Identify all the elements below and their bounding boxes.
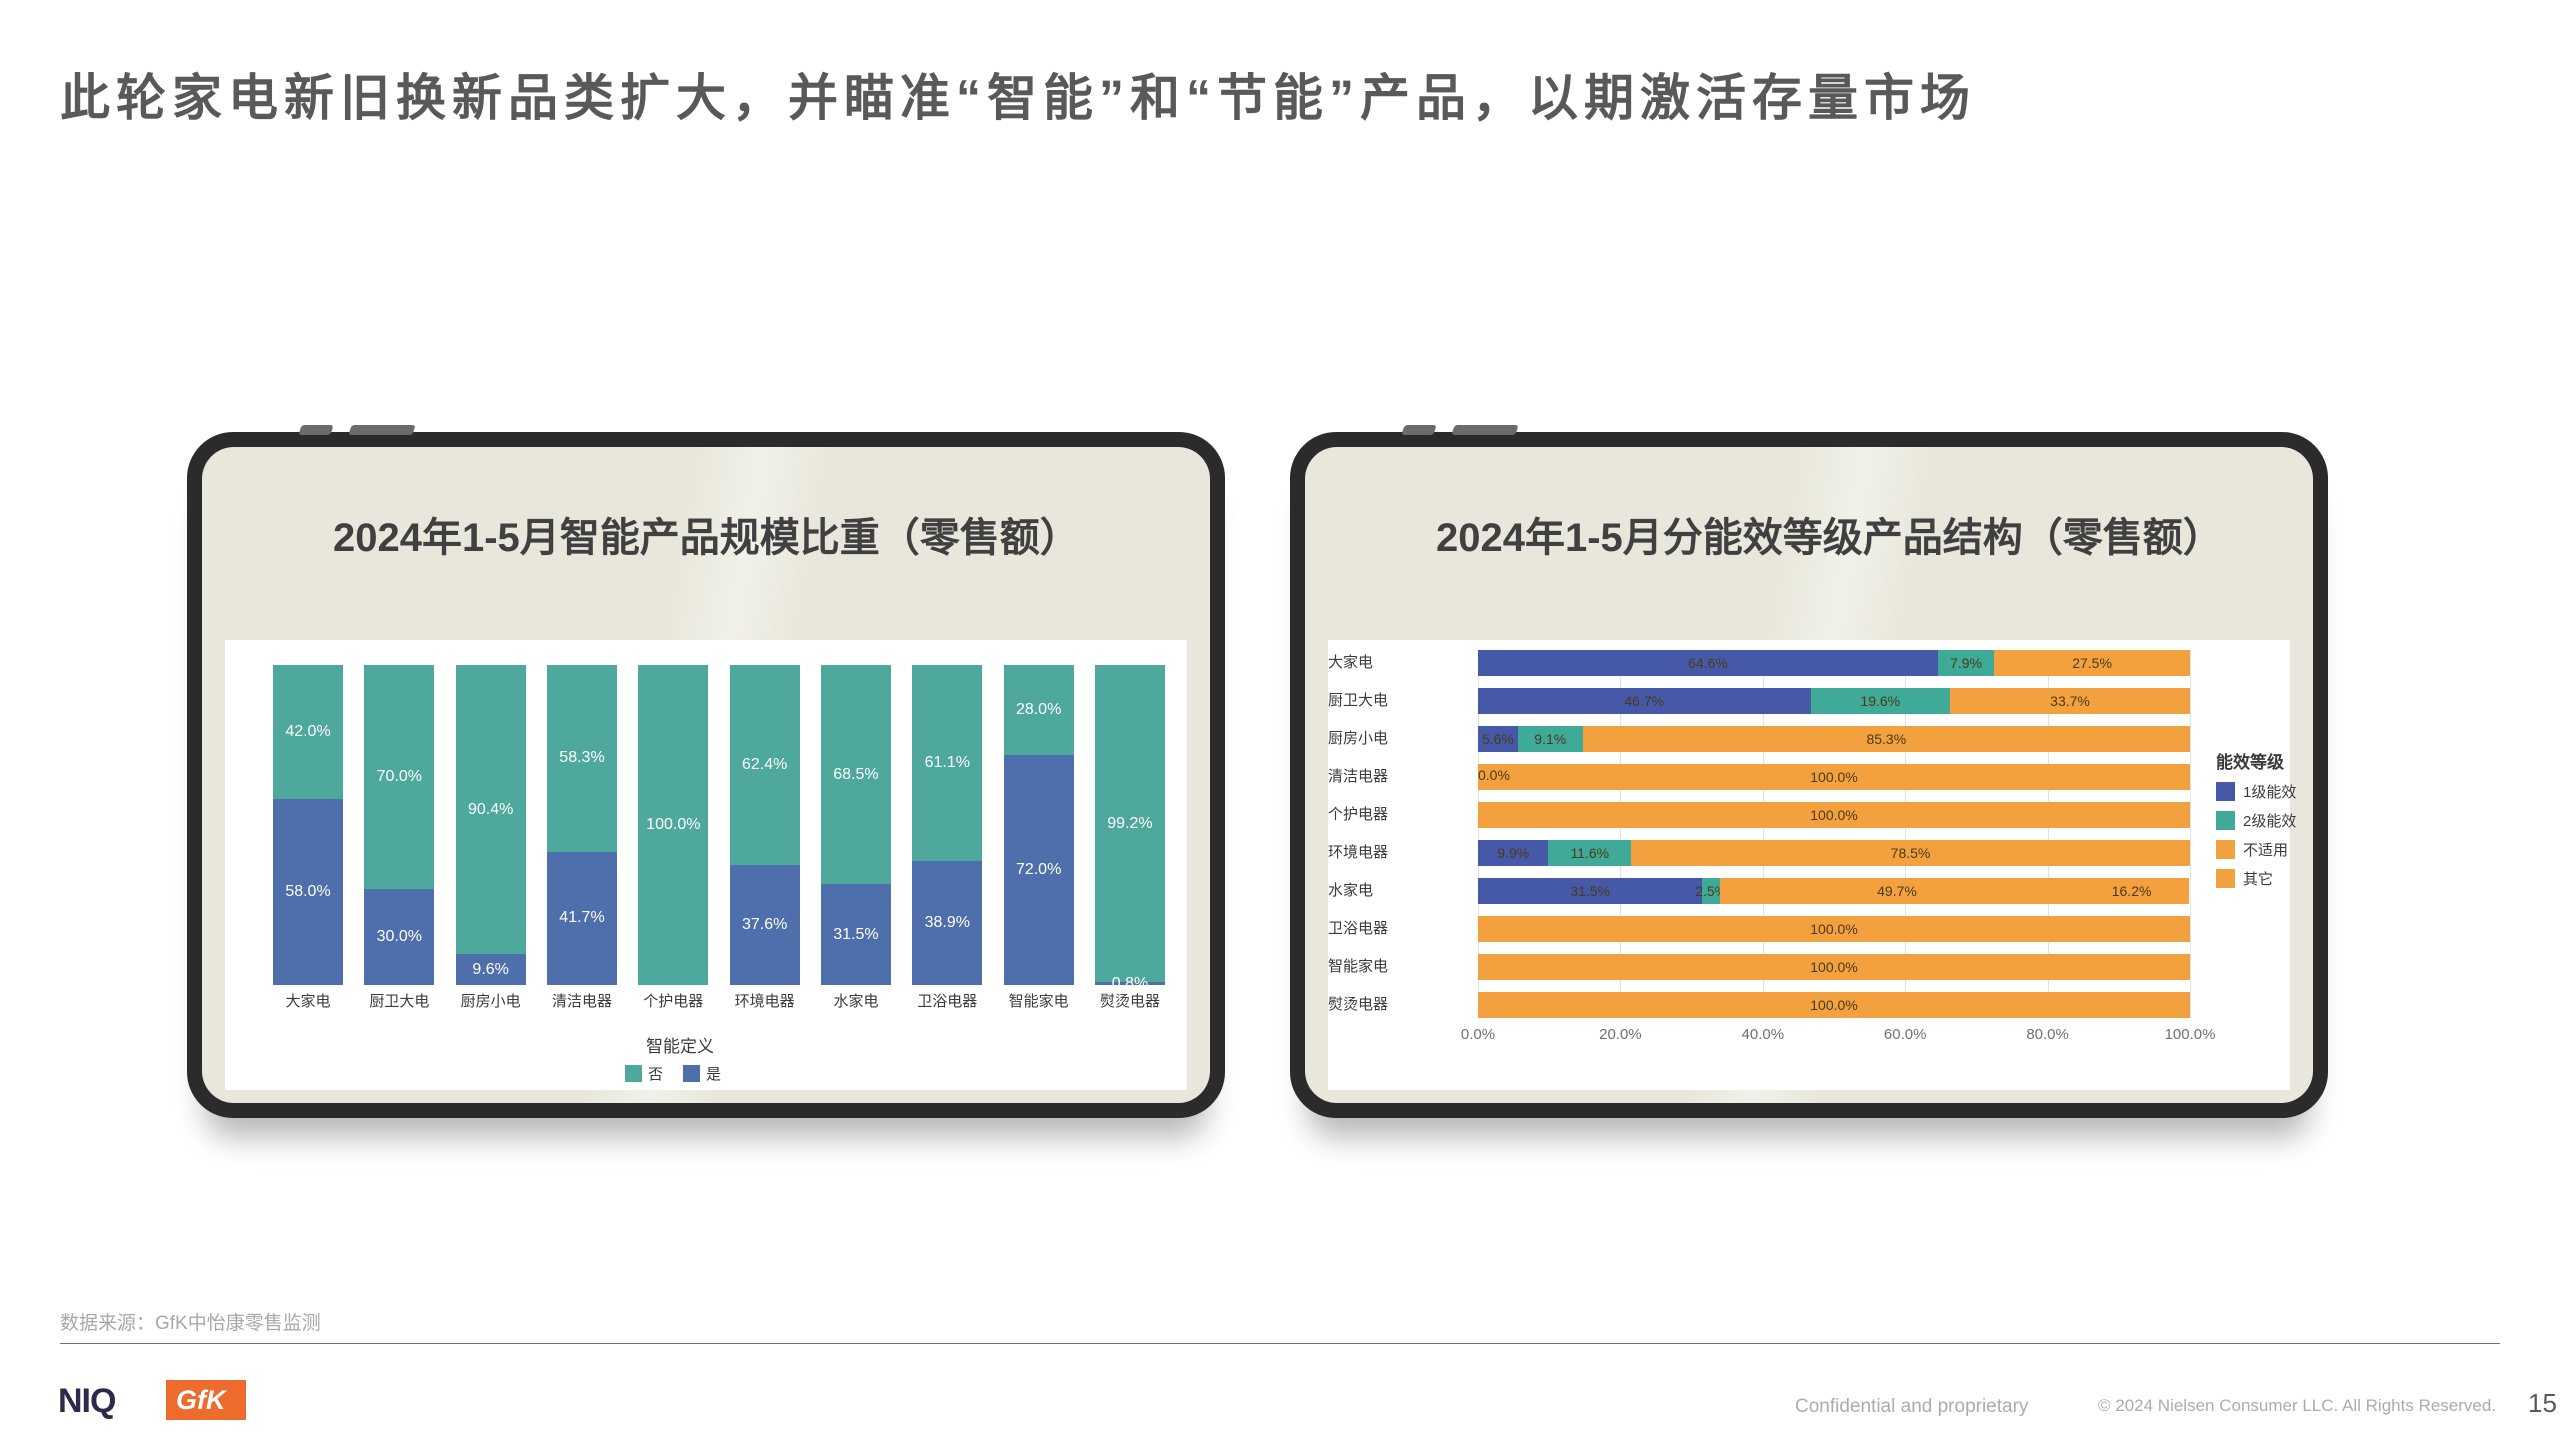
svg-text:NIQ: NIQ	[58, 1382, 116, 1420]
svg-text:GfK: GfK	[176, 1385, 228, 1415]
